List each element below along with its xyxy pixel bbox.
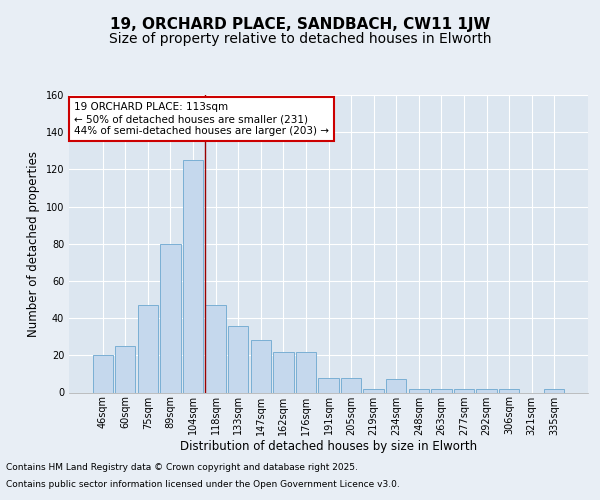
- Bar: [386, 380, 406, 392]
- Bar: [205, 305, 226, 392]
- Bar: [476, 389, 497, 392]
- Bar: [341, 378, 361, 392]
- Text: Contains HM Land Registry data © Crown copyright and database right 2025.: Contains HM Land Registry data © Crown c…: [6, 464, 358, 472]
- X-axis label: Distribution of detached houses by size in Elworth: Distribution of detached houses by size …: [180, 440, 477, 454]
- Bar: [454, 389, 474, 392]
- Bar: [115, 346, 136, 393]
- Bar: [251, 340, 271, 392]
- Bar: [92, 356, 113, 393]
- Text: Contains public sector information licensed under the Open Government Licence v3: Contains public sector information licen…: [6, 480, 400, 489]
- Text: Size of property relative to detached houses in Elworth: Size of property relative to detached ho…: [109, 32, 491, 46]
- Bar: [160, 244, 181, 392]
- Bar: [296, 352, 316, 393]
- Bar: [409, 389, 429, 392]
- Bar: [431, 389, 452, 392]
- Bar: [499, 389, 519, 392]
- Y-axis label: Number of detached properties: Number of detached properties: [27, 151, 40, 337]
- Text: 19 ORCHARD PLACE: 113sqm
← 50% of detached houses are smaller (231)
44% of semi-: 19 ORCHARD PLACE: 113sqm ← 50% of detach…: [74, 102, 329, 136]
- Bar: [544, 389, 565, 392]
- Bar: [364, 389, 384, 392]
- Bar: [183, 160, 203, 392]
- Bar: [138, 305, 158, 392]
- Bar: [228, 326, 248, 392]
- Bar: [273, 352, 293, 393]
- Bar: [319, 378, 338, 392]
- Text: 19, ORCHARD PLACE, SANDBACH, CW11 1JW: 19, ORCHARD PLACE, SANDBACH, CW11 1JW: [110, 18, 490, 32]
